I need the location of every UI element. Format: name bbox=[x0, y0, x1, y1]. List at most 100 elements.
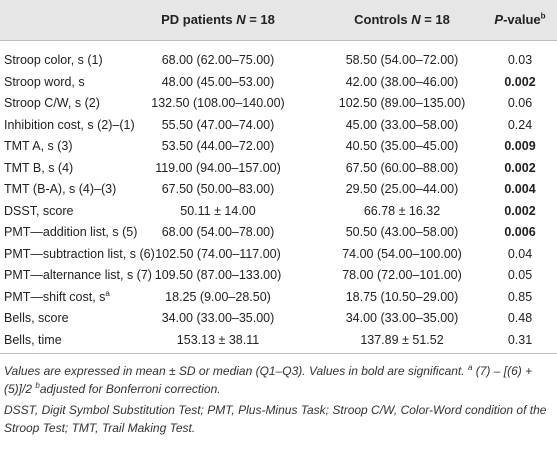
label-text: TMT B, s (4) bbox=[4, 160, 74, 175]
table-row: TMT (B-A), s (4)–(3) 67.50 (50.00–83.00) 2… bbox=[0, 180, 557, 202]
column-header: Controls N = 18 bbox=[305, 12, 499, 27]
header-text: Controls bbox=[354, 12, 412, 27]
p-value: 0.004 bbox=[504, 182, 536, 196]
pd-value: 109.50 (87.00–133.00) bbox=[154, 268, 282, 282]
footnote: Values are expressed in mean ± SD or med… bbox=[4, 362, 552, 398]
pd-value: 132.50 (108.00–140.00) bbox=[151, 96, 285, 110]
table-row: Bells, score 34.00 (33.00–35.00) 34.00 (33… bbox=[0, 309, 557, 331]
table-body: Stroop color, s (1) 68.00 (62.00–75.00) 58… bbox=[0, 51, 557, 352]
footnotes: Values are expressed in mean ± SD or med… bbox=[4, 362, 552, 440]
p-value: 0.002 bbox=[504, 203, 536, 218]
p-value: 0.48 bbox=[507, 311, 533, 325]
table-rule bbox=[0, 353, 557, 354]
header-text: = 18 bbox=[245, 12, 275, 27]
p-value: 0.002 bbox=[504, 160, 536, 175]
row-label: PMT—subtraction list, s (6) bbox=[4, 247, 155, 261]
controls-value: 29.50 (25.00–44.00) bbox=[345, 182, 459, 196]
header-text: -value bbox=[503, 12, 541, 27]
header-variable: N bbox=[411, 12, 421, 27]
label-text: PMT—subtraction list, s (6) bbox=[4, 246, 155, 261]
row-label: TMT B, s (4) bbox=[4, 161, 73, 175]
label-text: Stroop color, s (1) bbox=[4, 53, 103, 67]
p-value: 0.006 bbox=[504, 225, 536, 239]
p-value: 0.002 bbox=[504, 74, 536, 89]
controls-value: 18.75 (10.50–29.00) bbox=[345, 289, 459, 304]
pd-value: 68.00 (62.00–75.00) bbox=[161, 53, 275, 67]
note-text: Values are expressed in mean ± SD or med… bbox=[4, 364, 465, 378]
label-text: PMT—addition list, s (5) bbox=[4, 225, 138, 239]
p-value: 0.03 bbox=[507, 53, 533, 67]
controls-value: 34.00 (33.00–35.00) bbox=[345, 311, 459, 325]
table-row: Inhibition cost, s (2)–(1) 55.50 (47.00–7… bbox=[0, 116, 557, 138]
controls-value: 102.50 (89.00–135.00) bbox=[338, 96, 466, 110]
label-superscript: a bbox=[105, 288, 110, 298]
controls-value: 58.50 (54.00–72.00) bbox=[345, 53, 459, 67]
p-value: 0.05 bbox=[507, 268, 533, 282]
table-row: PMT—alternance list, s (7) 109.50 (87.00–… bbox=[0, 266, 557, 288]
p-value: 0.06 bbox=[507, 96, 533, 110]
abbreviations: DSST, Digit Symbol Substitution Test; PM… bbox=[4, 403, 547, 435]
pd-value: 102.50 (74.00–117.00) bbox=[155, 246, 281, 261]
row-label: PMT—shift cost, sa bbox=[4, 288, 110, 304]
label-text: Stroop word, s bbox=[4, 74, 85, 89]
table-row: Bells, time 153.13 ± 38.11 137.89 ± 51.52 0… bbox=[0, 331, 557, 353]
label-text: TMT A, s (3) bbox=[4, 139, 73, 153]
note-text: adjusted for Bonferroni correction. bbox=[39, 382, 221, 396]
header-text: PD patients bbox=[161, 12, 237, 27]
table-row: TMT B, s (4) 119.00 (94.00–157.00) 67.50 (… bbox=[0, 159, 557, 181]
row-label: PMT—addition list, s (5) bbox=[4, 225, 137, 239]
p-value: 0.31 bbox=[507, 332, 533, 347]
pd-value: 18.25 (9.00–28.50) bbox=[165, 289, 271, 304]
table-row: PMT—subtraction list, s (6) 102.50 (74.00… bbox=[0, 245, 557, 267]
header-superscript: b bbox=[540, 11, 546, 21]
label-text: TMT (B-A), s (4)–(3) bbox=[4, 182, 117, 196]
column-header: P-valueb bbox=[488, 12, 552, 27]
label-text: Bells, time bbox=[4, 332, 62, 347]
controls-value: 74.00 (54.00–100.00) bbox=[342, 246, 462, 261]
p-value: 0.009 bbox=[504, 139, 536, 153]
pd-value: 53.50 (44.00–72.00) bbox=[161, 139, 275, 153]
controls-value: 66.78 ± 16.32 bbox=[363, 203, 441, 218]
controls-value: 50.50 (43.00–58.00) bbox=[345, 225, 459, 239]
row-label: DSST, score bbox=[4, 204, 73, 218]
table-row: Stroop color, s (1) 68.00 (62.00–75.00) 58… bbox=[0, 51, 557, 73]
row-label: Stroop color, s (1) bbox=[4, 53, 103, 67]
column-header: PD patients N = 18 bbox=[146, 12, 290, 27]
row-label: Bells, score bbox=[4, 311, 69, 325]
row-label: Stroop C/W, s (2) bbox=[4, 96, 100, 110]
controls-value: 78.00 (72.00–101.00) bbox=[342, 268, 462, 282]
table-row: PMT—addition list, s (5) 68.00 (54.00–78.… bbox=[0, 223, 557, 245]
row-label: Bells, time bbox=[4, 333, 62, 347]
p-value: 0.24 bbox=[507, 117, 533, 132]
header-text: = 18 bbox=[420, 12, 450, 27]
row-label: Stroop word, s bbox=[4, 75, 85, 89]
table-row: Stroop word, s 48.00 (45.00–53.00) 42.00 (… bbox=[0, 73, 557, 95]
controls-value: 40.50 (35.00–45.00) bbox=[345, 139, 459, 153]
label-text: Inhibition cost, s (2)–(1) bbox=[4, 117, 135, 132]
pd-value: 119.00 (94.00–157.00) bbox=[155, 160, 281, 175]
pd-value: 50.11 ± 14.00 bbox=[180, 203, 256, 218]
pd-value: 55.50 (47.00–74.00) bbox=[161, 117, 275, 132]
label-text: Stroop C/W, s (2) bbox=[4, 96, 100, 110]
pd-value: 68.00 (54.00–78.00) bbox=[161, 225, 275, 239]
label-text: Bells, score bbox=[4, 311, 69, 325]
table-header: PD patients N = 18 Controls N = 18 P-value… bbox=[0, 0, 557, 41]
controls-value: 42.00 (38.00–46.00) bbox=[345, 74, 459, 89]
note-text: (7) – [(6) +(5)]/2 bbox=[4, 364, 533, 396]
header-variable: P bbox=[494, 12, 504, 27]
label-text: PMT—shift cost, s bbox=[4, 289, 106, 304]
row-label: PMT—alternance list, s (7) bbox=[4, 268, 152, 282]
controls-value: 137.89 ± 51.52 bbox=[360, 332, 444, 347]
label-text: PMT—alternance list, s (7) bbox=[4, 268, 152, 282]
p-value: 0.85 bbox=[507, 289, 533, 304]
controls-value: 67.50 (60.00–88.00) bbox=[345, 160, 459, 175]
note-mark: a bbox=[467, 363, 473, 372]
pd-value: 153.13 ± 38.11 bbox=[176, 332, 260, 347]
table-row: PMT—shift cost, sa 18.25 (9.00–28.50) 18.7… bbox=[0, 288, 557, 310]
pd-value: 48.00 (45.00–53.00) bbox=[161, 74, 275, 89]
header-variable: N bbox=[236, 12, 246, 27]
controls-value: 45.00 (33.00–58.00) bbox=[345, 117, 459, 132]
row-label: Inhibition cost, s (2)–(1) bbox=[4, 118, 135, 132]
note-mark: b bbox=[35, 381, 40, 390]
table-row: TMT A, s (3) 53.50 (44.00–72.00) 40.50 (35… bbox=[0, 137, 557, 159]
